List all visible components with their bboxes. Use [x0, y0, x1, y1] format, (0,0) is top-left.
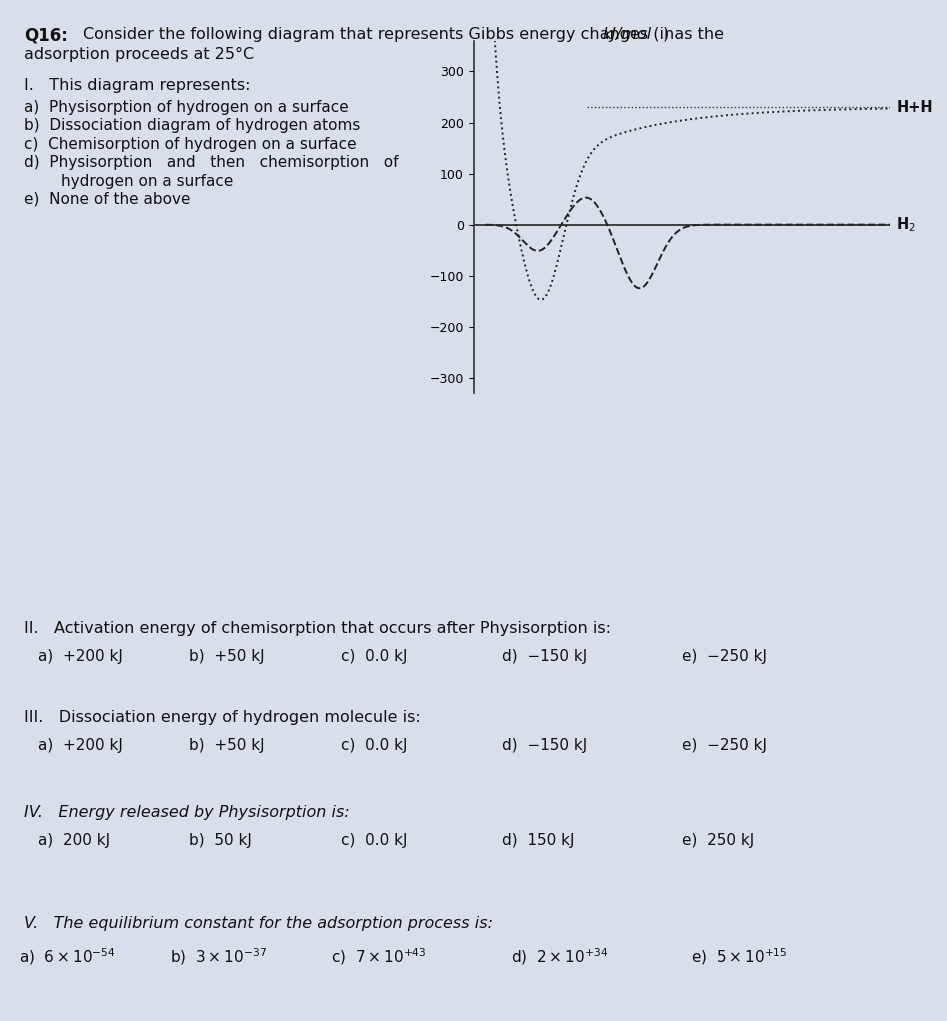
Text: a)  +200 kJ: a) +200 kJ — [38, 738, 123, 753]
Text: b)  Dissociation diagram of hydrogen atoms: b) Dissociation diagram of hydrogen atom… — [24, 118, 360, 134]
Text: a)  +200 kJ: a) +200 kJ — [38, 649, 123, 665]
Text: IV.   Energy released by Physisorption is:: IV. Energy released by Physisorption is: — [24, 805, 349, 820]
Text: b)  50 kJ: b) 50 kJ — [189, 833, 252, 848]
Text: e)  $5\times10^{+15}$: e) $5\times10^{+15}$ — [691, 946, 788, 967]
Text: d)  −150 kJ: d) −150 kJ — [502, 738, 587, 753]
Text: d)  150 kJ: d) 150 kJ — [502, 833, 575, 848]
Text: c)  0.0 kJ: c) 0.0 kJ — [341, 649, 407, 665]
Text: hydrogen on a surface: hydrogen on a surface — [61, 174, 233, 189]
Text: c)  0.0 kJ: c) 0.0 kJ — [341, 738, 407, 753]
Text: d)  −150 kJ: d) −150 kJ — [502, 649, 587, 665]
Text: II.   Activation energy of chemisorption that occurs after Physisorption is:: II. Activation energy of chemisorption t… — [24, 621, 611, 636]
Text: e)  −250 kJ: e) −250 kJ — [682, 649, 767, 665]
Text: b)  +50 kJ: b) +50 kJ — [189, 738, 265, 753]
Text: adsorption proceeds at 25°C: adsorption proceeds at 25°C — [24, 47, 254, 62]
Text: e)  None of the above: e) None of the above — [24, 192, 190, 207]
Text: c)  $7\times10^{+43}$: c) $7\times10^{+43}$ — [331, 946, 427, 967]
Text: e)  250 kJ: e) 250 kJ — [682, 833, 754, 848]
Text: e)  −250 kJ: e) −250 kJ — [682, 738, 767, 753]
Text: V.   The equilibrium constant for the adsorption process is:: V. The equilibrium constant for the adso… — [24, 916, 492, 931]
Text: b)  $3\times10^{-37}$: b) $3\times10^{-37}$ — [170, 946, 267, 967]
Text: H$_2$: H$_2$ — [896, 215, 916, 234]
Text: kJ/mol: kJ/mol — [602, 27, 652, 42]
Text: ) as the: ) as the — [663, 27, 724, 42]
Text: Consider the following diagram that represents Gibbs energy changes (in: Consider the following diagram that repr… — [83, 27, 680, 42]
Text: H+H: H+H — [896, 100, 933, 114]
Text: a)  200 kJ: a) 200 kJ — [38, 833, 110, 848]
Text: c)  0.0 kJ: c) 0.0 kJ — [341, 833, 407, 848]
Text: c)  Chemisorption of hydrogen on a surface: c) Chemisorption of hydrogen on a surfac… — [24, 137, 356, 152]
Text: Q16:: Q16: — [24, 27, 67, 45]
Text: a)  $6\times10^{-54}$: a) $6\times10^{-54}$ — [19, 946, 116, 967]
Text: a)  Physisorption of hydrogen on a surface: a) Physisorption of hydrogen on a surfac… — [24, 100, 348, 115]
Text: I.   This diagram represents:: I. This diagram represents: — [24, 78, 250, 93]
Text: d)  Physisorption   and   then   chemisorption   of: d) Physisorption and then chemisorption … — [24, 155, 398, 171]
Text: III.   Dissociation energy of hydrogen molecule is:: III. Dissociation energy of hydrogen mol… — [24, 710, 420, 725]
Text: d)  $2\times10^{+34}$: d) $2\times10^{+34}$ — [511, 946, 609, 967]
Text: b)  +50 kJ: b) +50 kJ — [189, 649, 265, 665]
